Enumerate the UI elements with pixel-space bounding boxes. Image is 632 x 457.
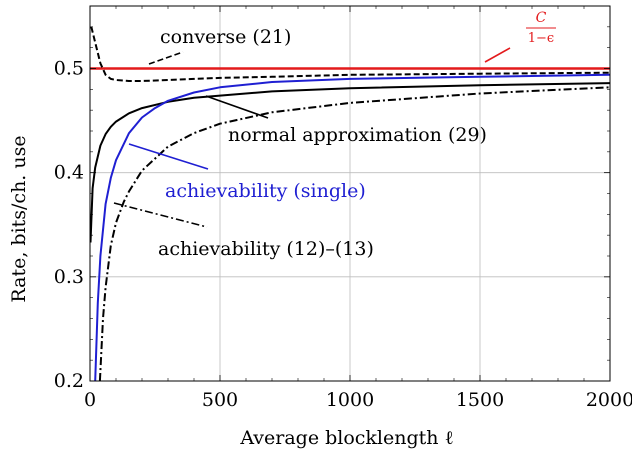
normal-approximation-callout-line (205, 95, 269, 119)
capacity-label-denominator: 1−ϵ (528, 31, 554, 46)
normal-approximation-label: normal approximation (29) (228, 124, 487, 146)
capacity-callout-line (484, 47, 511, 63)
annotation-callouts (113, 47, 511, 228)
y-tick-label: 0.5 (54, 58, 84, 80)
axis-ticks: 0 500 1000 1500 2000 0.2 0.3 0.4 0.5 (54, 6, 632, 411)
converse-label: converse (21) (160, 26, 291, 48)
y-tick-label: 0.2 (54, 370, 84, 392)
achievability-single-callout-line (128, 143, 209, 170)
converse-callout-line (148, 51, 184, 65)
x-tick-label: 1500 (456, 389, 504, 411)
achievability-single-label: achievability (single) (165, 180, 366, 202)
y-tick-label: 0.3 (54, 266, 84, 288)
x-axis-label: Average blocklength ℓ (239, 427, 453, 449)
series-achievability-12-13-line (98, 86, 611, 382)
series-achievability-single-line (94, 73, 611, 382)
y-tick-label: 0.4 (54, 162, 84, 184)
series-lines (89, 26, 611, 382)
x-tick-label: 0 (84, 389, 96, 411)
x-tick-label: 500 (202, 389, 238, 411)
x-tick-label: 2000 (586, 389, 632, 411)
x-tick-label: 1000 (326, 389, 374, 411)
capacity-label: C 1−ϵ (526, 10, 556, 46)
series-normal-approximation-29-line (89, 82, 611, 243)
series-converse-21-line (90, 26, 611, 82)
y-axis-label: Rate, bits/ch. use (8, 135, 30, 302)
achievability-12-13-label: achievability (12)–(13) (158, 238, 374, 260)
achievability-12-13-callout-line (113, 202, 208, 228)
capacity-label-numerator: C (536, 10, 547, 26)
